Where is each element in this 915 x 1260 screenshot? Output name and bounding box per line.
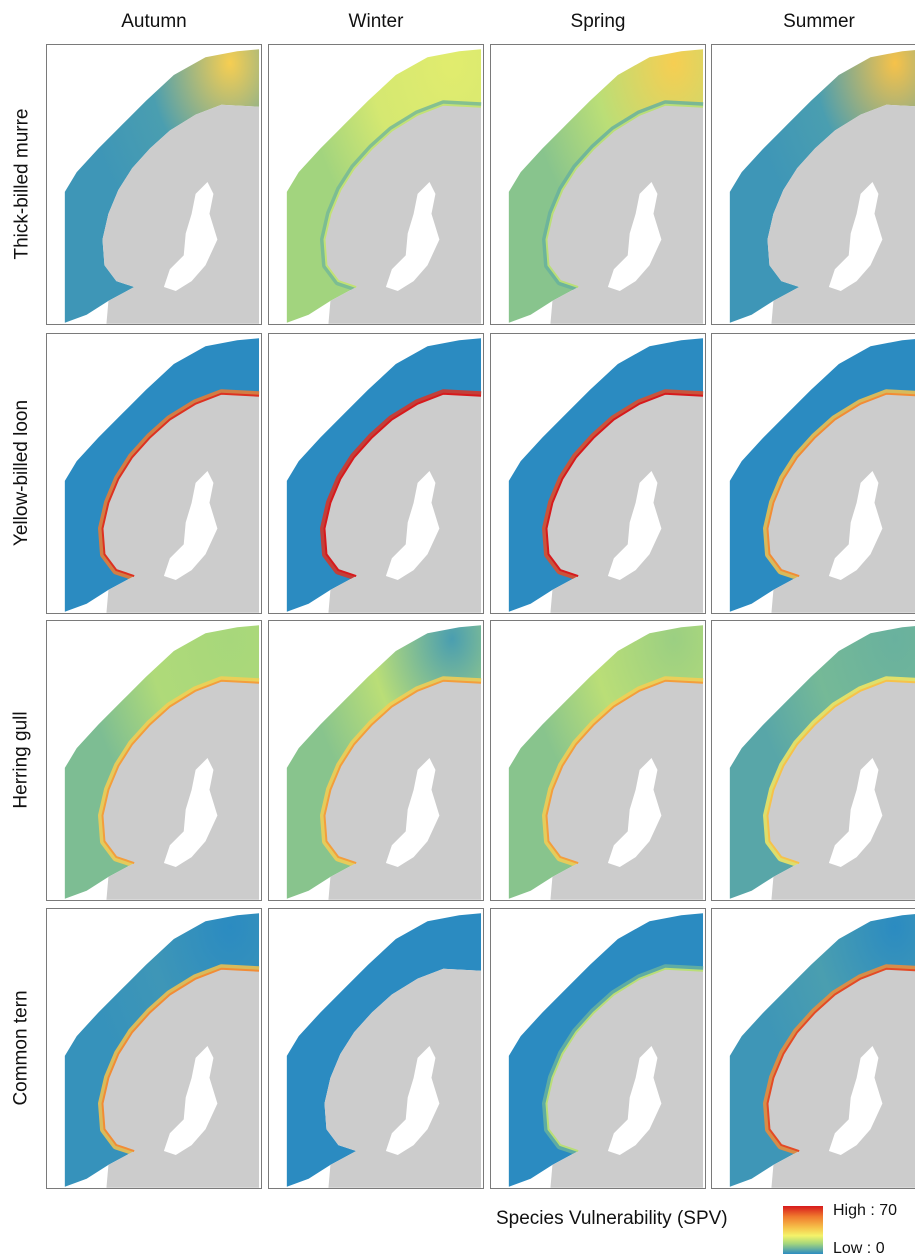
sea-region	[286, 49, 482, 323]
column-header-autumn: Autumn	[121, 11, 187, 32]
baltic-sea	[828, 471, 883, 581]
coastline-highlight	[766, 679, 915, 864]
row-label-thick-billed-murre: Thick-billed murre	[0, 44, 44, 324]
sea-region	[508, 913, 704, 1187]
row-label-common-tern: Common tern	[0, 908, 44, 1188]
land-region	[767, 104, 915, 324]
map-panel	[711, 44, 915, 325]
baltic-sea	[828, 1046, 883, 1156]
sea-region	[729, 914, 915, 1187]
land-region	[102, 104, 260, 324]
sea-region	[286, 338, 482, 612]
coastline-highlight	[766, 392, 915, 577]
baltic-sea	[607, 182, 662, 292]
map-panel	[490, 908, 706, 1189]
sea-region	[729, 339, 915, 612]
legend-title: Species Vulnerability (SPV)	[496, 1208, 728, 1229]
land-region	[546, 968, 704, 1188]
land-region	[546, 104, 704, 324]
land-region	[324, 104, 482, 324]
map-panel	[46, 333, 262, 614]
map-panel	[268, 620, 484, 901]
baltic-sea	[385, 1046, 440, 1156]
land-region	[546, 680, 704, 900]
row-label-text: Yellow-billed loon	[11, 399, 32, 547]
baltic-sea	[607, 471, 662, 581]
map-panel	[46, 908, 262, 1189]
baltic-sea	[163, 471, 218, 581]
coastline-highlight	[323, 103, 482, 288]
land-region	[102, 680, 260, 900]
baltic-sea	[163, 182, 218, 292]
land-region	[767, 393, 915, 613]
map-panel	[490, 333, 706, 614]
sea-region	[286, 625, 482, 899]
coastline-highlight	[766, 967, 915, 1152]
map-panel	[46, 44, 262, 325]
column-header-spring: Spring	[570, 11, 626, 32]
land-region	[102, 393, 260, 613]
baltic-sea	[607, 758, 662, 868]
coastline-highlight	[323, 679, 482, 864]
sea-region	[508, 49, 704, 323]
sea-region	[286, 913, 482, 1187]
sea-region	[508, 338, 704, 612]
sea-region	[64, 913, 260, 1187]
coastline-highlight	[545, 392, 704, 577]
sea-region	[729, 626, 915, 899]
land-region	[546, 393, 704, 613]
land-region	[324, 680, 482, 900]
map-panel	[711, 620, 915, 901]
row-label-text: Herring gull	[11, 711, 32, 809]
sea-region	[64, 625, 260, 899]
legend-low-label: Low : 0	[833, 1240, 885, 1257]
map-panel	[268, 44, 484, 325]
row-label-yellow-billed-loon: Yellow-billed loon	[0, 333, 44, 613]
baltic-sea	[385, 758, 440, 868]
column-header-summer: Summer	[783, 11, 855, 32]
baltic-sea	[385, 471, 440, 581]
sea-region	[64, 49, 260, 323]
land-region	[324, 968, 482, 1188]
land-region	[102, 968, 260, 1188]
column-header-winter: Winter	[348, 11, 404, 32]
baltic-sea	[385, 182, 440, 292]
land-region	[767, 680, 915, 900]
coastline-highlight	[545, 967, 704, 1152]
baltic-sea	[828, 758, 883, 868]
map-panel	[268, 908, 484, 1189]
coastline-highlight	[323, 392, 482, 577]
sea-region	[508, 625, 704, 899]
row-label-text: Thick-billed murre	[11, 108, 33, 260]
legend-high-label: High : 70	[833, 1202, 898, 1219]
legend-color-bar	[783, 1206, 823, 1254]
coastline-highlight	[545, 679, 704, 864]
coastline-highlight	[101, 392, 260, 577]
baltic-sea	[828, 182, 883, 292]
row-label-herring-gull: Herring gull	[0, 620, 44, 900]
land-region	[767, 968, 915, 1188]
land-region	[324, 393, 482, 613]
map-panel	[46, 620, 262, 901]
map-panel	[490, 620, 706, 901]
coastline-highlight	[101, 967, 260, 1152]
map-panel	[711, 333, 915, 614]
baltic-sea	[163, 1046, 218, 1156]
map-panel	[490, 44, 706, 325]
sea-region	[729, 50, 915, 323]
coastline-highlight	[545, 103, 704, 288]
map-panel	[268, 333, 484, 614]
baltic-sea	[607, 1046, 662, 1156]
row-label-text: Common tern	[11, 990, 33, 1106]
sea-region	[64, 338, 260, 612]
map-panel	[711, 908, 915, 1189]
baltic-sea	[163, 758, 218, 868]
coastline-highlight	[101, 679, 260, 864]
